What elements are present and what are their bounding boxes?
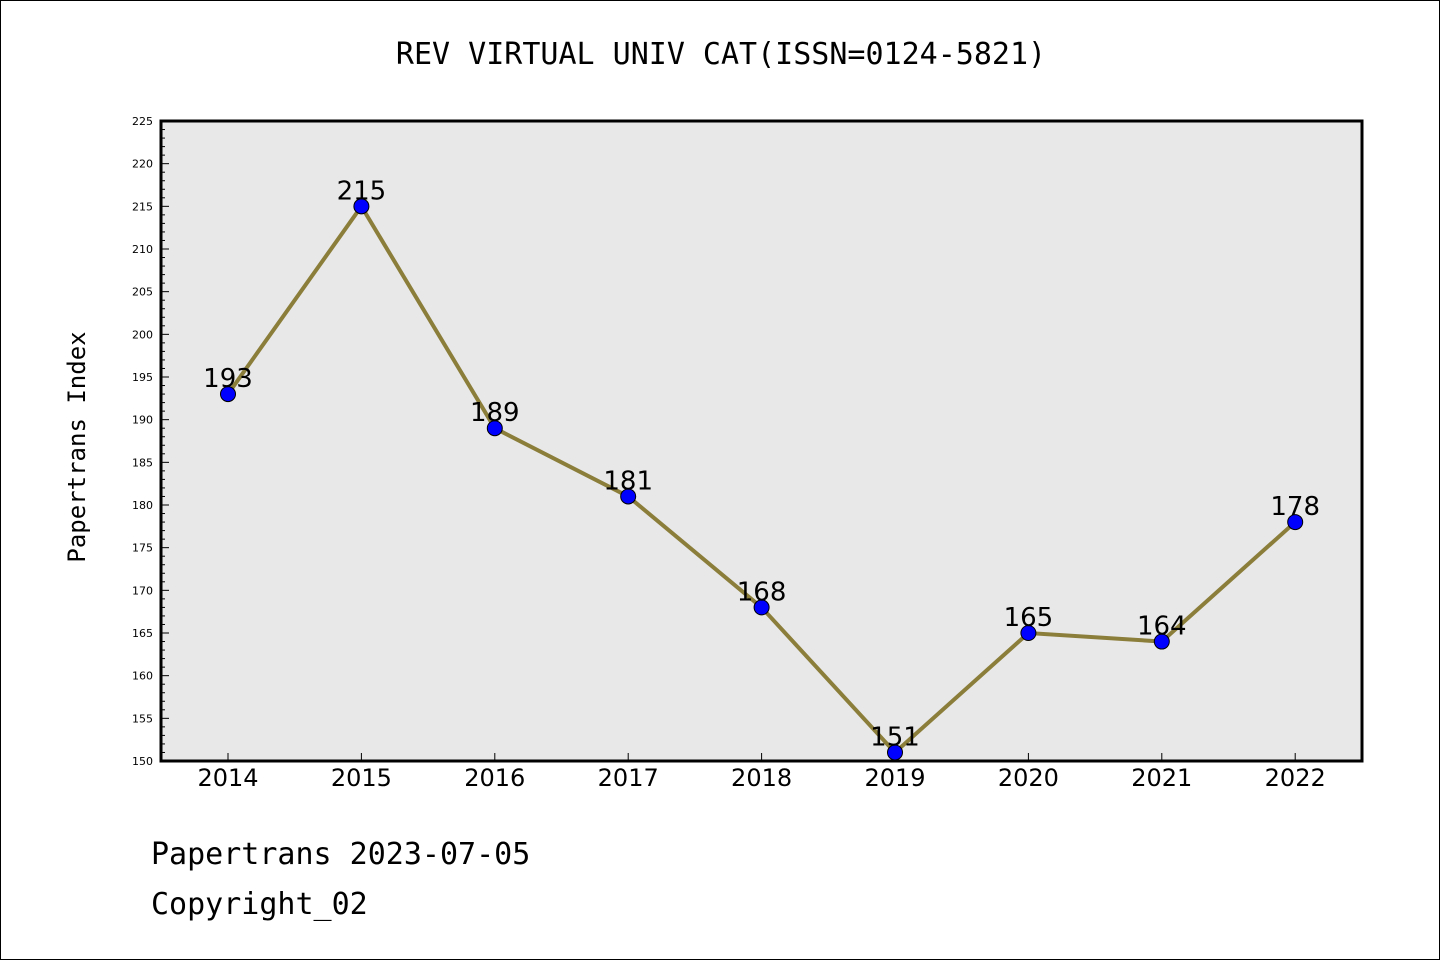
y-tick-label: 220: [132, 158, 153, 171]
data-point: [1020, 625, 1037, 641]
plot-background: [161, 121, 1362, 761]
x-tick-label: 2014: [197, 764, 258, 792]
data-point: [353, 198, 370, 215]
y-tick-label: 160: [132, 670, 153, 683]
y-tick-label: 195: [132, 371, 153, 384]
data-point: [486, 420, 503, 437]
x-tick-label: 2021: [1131, 764, 1192, 792]
data-point: [1153, 633, 1170, 650]
data-label: 178: [1270, 492, 1320, 522]
x-tick-label: 2015: [331, 764, 392, 792]
x-tick-label: 2019: [864, 764, 925, 792]
data-point: [220, 386, 236, 403]
data-label: 189: [470, 398, 520, 428]
y-tick-label: 190: [132, 414, 153, 427]
y-tick-label: 150: [132, 755, 153, 768]
data-label: 165: [1004, 603, 1054, 633]
x-tick-label: 2018: [731, 764, 792, 792]
y-tick-label: 185: [132, 456, 153, 469]
y-tick-label: 175: [132, 542, 153, 555]
footer-date: Papertrans 2023-07-05: [151, 837, 531, 872]
data-label: 164: [1137, 612, 1187, 642]
x-tick-label: 2020: [998, 764, 1059, 792]
data-label: 215: [337, 176, 387, 206]
data-point: [620, 488, 637, 505]
y-tick-label: 215: [132, 200, 153, 213]
data-label: 151: [870, 722, 920, 752]
chart-title: REV VIRTUAL UNIV CAT(ISSN=0124-5821): [395, 37, 1047, 72]
y-tick-label: 155: [132, 712, 153, 725]
data-point: [1287, 514, 1304, 531]
x-tick-label: 2022: [1265, 764, 1326, 792]
y-tick-label: 180: [132, 499, 153, 512]
y-tick-label: 200: [132, 328, 153, 341]
data-label: 181: [603, 466, 653, 496]
data-point: [753, 599, 770, 616]
x-tick-label: 2017: [598, 764, 659, 792]
y-tick-label: 225: [132, 115, 153, 128]
footer-copyright: Copyright_02: [151, 887, 368, 922]
data-label: 168: [737, 577, 787, 607]
x-tick-label: 2016: [464, 764, 525, 792]
y-tick-label: 205: [132, 286, 153, 299]
y-tick-label: 210: [132, 243, 153, 256]
y-axis-label: Papertrans Index: [63, 331, 91, 562]
data-label: 193: [203, 364, 253, 394]
plot-border: [159, 119, 1364, 763]
y-tick-label: 170: [132, 584, 153, 597]
y-tick-label: 165: [132, 627, 153, 640]
